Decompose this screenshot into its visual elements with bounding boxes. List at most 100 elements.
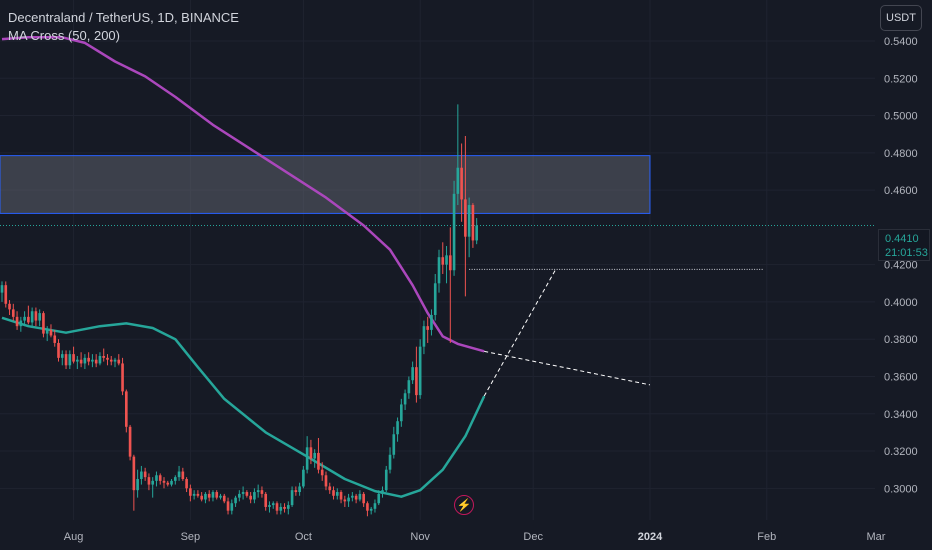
candle-body: [328, 486, 332, 491]
candle-body: [68, 354, 72, 366]
candle-body: [200, 495, 203, 500]
candle-body: [407, 380, 411, 394]
x-tick-label: Dec: [523, 531, 543, 543]
candle-body: [430, 314, 433, 330]
candle-body: [464, 199, 467, 237]
price-axis-bg: [875, 0, 932, 550]
zone-rect: [0, 155, 651, 214]
projection-lines[interactable]: [483, 269, 651, 397]
candle-body: [354, 495, 358, 500]
candle-body: [411, 367, 414, 381]
candle-body: [27, 316, 30, 323]
candle-body: [452, 193, 456, 271]
candle-body: [102, 355, 106, 358]
candle-body: [125, 391, 128, 427]
y-tick-label: 0.3200: [884, 446, 918, 458]
last-price-value: 0.4410: [885, 233, 919, 245]
reference-lines: [0, 225, 875, 270]
candle-body: [475, 225, 478, 241]
candle-body: [117, 359, 121, 364]
x-tick-label: 2024: [638, 531, 663, 543]
candle-body: [181, 471, 185, 479]
candle-body: [8, 303, 11, 310]
candle-body: [324, 475, 328, 487]
time-axis[interactable]: Aug Sep Oct Nov Dec 2024 Feb Mar: [0, 520, 886, 550]
candle-body: [226, 501, 230, 511]
candle-body: [57, 342, 60, 358]
time-axis-bg: [0, 520, 875, 550]
candle-body: [204, 493, 207, 500]
y-tick-label: 0.4600: [884, 185, 918, 197]
candle-body: [211, 492, 215, 498]
candle-body: [177, 471, 181, 478]
candle-body: [76, 359, 79, 362]
candle-body: [317, 452, 320, 470]
candle-body: [249, 495, 252, 500]
indicator-title[interactable]: MA Cross (50, 200): [8, 28, 120, 43]
price-axis[interactable]: 0.5400 0.5200 0.5000 0.4800 0.4600 0.4200 0.40…: [875, 0, 932, 550]
candle-body: [279, 506, 283, 511]
y-tick-label: 0.4000: [884, 297, 918, 309]
candle-body: [335, 492, 339, 496]
candle-body: [222, 495, 226, 502]
candle-body: [241, 492, 245, 494]
candle-body: [302, 469, 305, 487]
candle-body: [433, 283, 437, 315]
candle-body: [339, 492, 343, 500]
symbol-title[interactable]: Decentraland / TetherUS, 1D, BINANCE: [8, 10, 239, 25]
candle-body: [256, 490, 260, 493]
candle-body: [369, 508, 373, 511]
candle-body: [53, 335, 57, 343]
candle-body: [448, 255, 452, 271]
candle-body: [42, 313, 45, 334]
y-tick-label: 0.5200: [884, 73, 918, 85]
candle-body: [264, 493, 268, 507]
candle-body: [422, 326, 426, 347]
candle-body: [366, 503, 369, 511]
candle-body: [38, 313, 41, 321]
candle-body: [87, 357, 90, 362]
candle-body: [377, 493, 381, 504]
candle-body: [230, 503, 234, 511]
candle-body: [313, 452, 316, 459]
candle-body: [351, 495, 354, 498]
candle-body: [400, 404, 403, 422]
currency-button[interactable]: USDT: [880, 5, 922, 31]
candle-body: [290, 490, 294, 506]
candle-body: [4, 285, 8, 304]
candle-body: [234, 497, 237, 504]
candle-body: [121, 363, 124, 392]
candle-body: [170, 480, 173, 485]
ma200-projection: [484, 350, 651, 386]
x-tick-label: Nov: [410, 531, 430, 543]
candle-body: [94, 359, 98, 364]
candle-body: [320, 469, 324, 476]
candle-body: [362, 493, 365, 504]
candle-body: [381, 490, 384, 494]
y-tick-label: 0.4200: [884, 260, 918, 272]
resistance-zone[interactable]: [0, 155, 651, 214]
candle-body: [219, 495, 222, 498]
candle-body: [392, 434, 396, 455]
candle-body: [91, 359, 94, 362]
candle-body: [441, 257, 445, 265]
x-tick-label: Mar: [867, 531, 886, 543]
candle-body: [143, 471, 147, 478]
candle-body: [437, 257, 441, 284]
lightning-bolt-icon[interactable]: ⚡: [454, 495, 474, 515]
candle-body: [162, 480, 166, 483]
candle-body: [426, 326, 430, 330]
candle-body: [373, 503, 377, 509]
candle-body: [388, 454, 392, 470]
bar-countdown: 21:01:53: [885, 247, 928, 259]
candle-body: [298, 486, 301, 493]
candle-body: [415, 367, 418, 396]
candle-body: [30, 311, 34, 323]
candle-body: [467, 205, 471, 237]
candle-body: [79, 359, 83, 364]
candle-body: [294, 490, 298, 493]
x-tick-label: Feb: [757, 531, 776, 543]
candle-body: [173, 477, 177, 481]
candle-body: [49, 329, 53, 336]
